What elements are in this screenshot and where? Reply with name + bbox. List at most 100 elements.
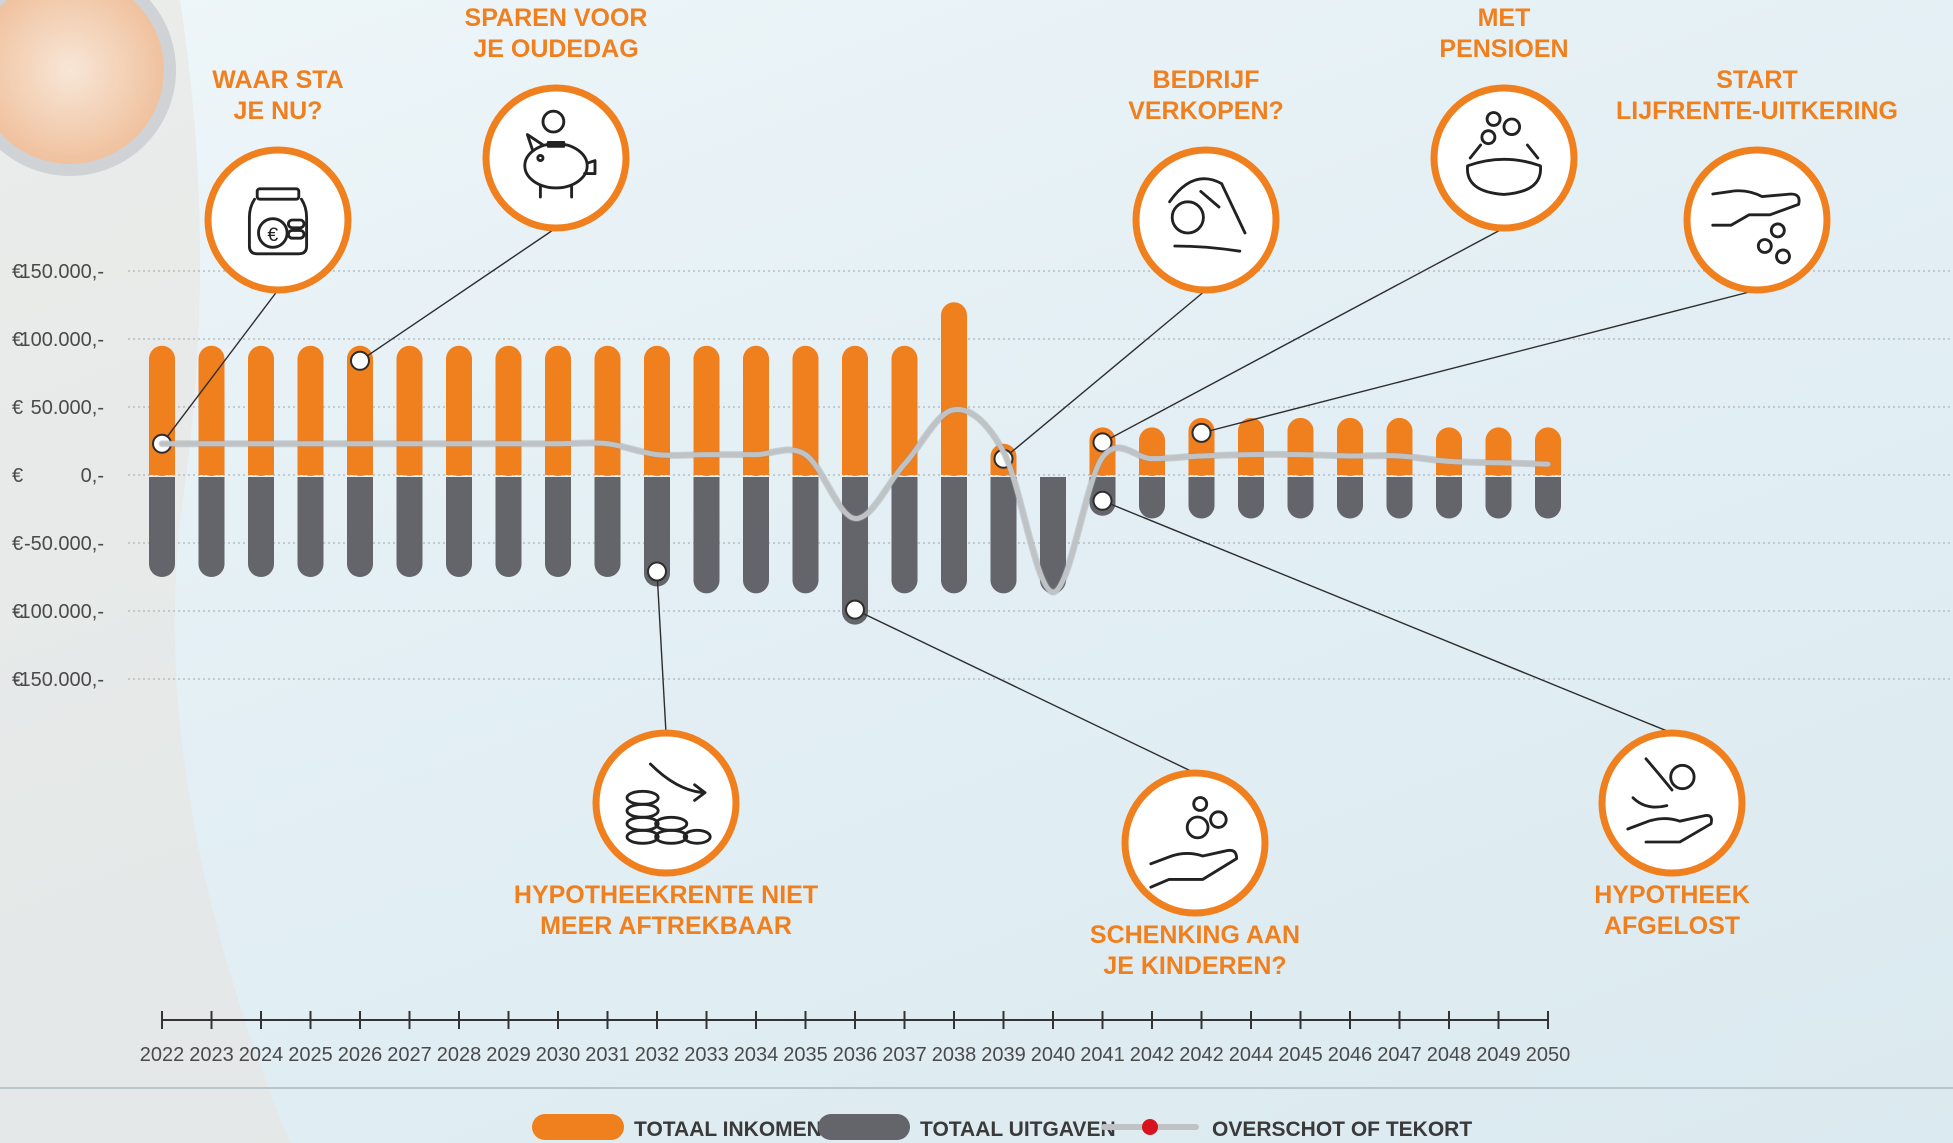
y-tick-currency: € — [12, 669, 23, 691]
legend-surplus-dot — [1142, 1119, 1158, 1135]
income-bar-base — [297, 461, 324, 475]
x-tick-label: 2028 — [437, 1044, 482, 1066]
y-tick-currency: € — [12, 397, 23, 419]
x-tick-label: 2045 — [1278, 1044, 1323, 1066]
expense-bar-base — [198, 477, 225, 491]
x-tick-label: 2022 — [140, 1044, 185, 1066]
y-tick-label: 150.000,- — [19, 261, 104, 283]
income-bar-base — [594, 461, 621, 475]
expense-bar-base — [446, 477, 472, 491]
callout-leader — [1201, 289, 1758, 434]
expense-bar-base — [1089, 477, 1116, 491]
y-tick-currency: € — [12, 329, 23, 351]
gridlines — [128, 270, 1953, 680]
x-tick-label: 2039 — [981, 1044, 1026, 1066]
x-tick-label: 2049 — [1476, 1044, 1521, 1066]
income-bar — [644, 345, 670, 476]
expense-bar-base — [594, 477, 621, 491]
expense-bar — [495, 477, 522, 577]
expense-bar-base — [1188, 477, 1215, 491]
hand-payout-icon — [1711, 189, 1801, 265]
coins-decline-icon — [625, 762, 712, 845]
callout-title-line: SPAREN VOOR — [465, 4, 648, 32]
y-tick-currency: € — [12, 601, 23, 623]
income-bar — [792, 345, 819, 476]
callout-title-line: JE OUDEDAG — [473, 35, 638, 63]
income-bar — [297, 345, 324, 476]
callout-circle — [482, 84, 630, 232]
background-decoration — [0, 0, 290, 1143]
expense-bar — [248, 477, 274, 577]
expense-bar-base — [1139, 477, 1165, 491]
income-bar-base — [743, 461, 769, 475]
callout-leader — [1003, 289, 1207, 460]
expense-bar — [941, 477, 967, 594]
expense-bar-base — [1287, 477, 1314, 491]
income-bar-base — [495, 461, 522, 475]
income-bar-base — [396, 461, 423, 475]
income-bar-base — [1188, 461, 1215, 475]
income-bar-base — [693, 461, 720, 475]
income-bar-base — [347, 461, 373, 475]
legend-expenses-label: TOTAAL UITGAVEN — [920, 1118, 1116, 1141]
callout-title-line: HYPOTHEEK — [1594, 881, 1750, 909]
callout-title-line: START — [1716, 66, 1797, 94]
callout-leaders — [152, 227, 1758, 774]
expense-bar-base — [149, 477, 175, 491]
expense-bar — [891, 477, 918, 594]
svg-text:€: € — [267, 224, 278, 246]
expense-bar-base — [693, 477, 720, 491]
legend-income-swatch — [532, 1114, 624, 1140]
income-bar — [891, 345, 918, 476]
surplus-line-path — [159, 407, 1551, 595]
expense-bar-base — [1535, 477, 1561, 491]
expense-bar-base — [644, 477, 670, 491]
x-tick-label: 2025 — [288, 1044, 333, 1066]
x-tick-label: 2032 — [635, 1044, 680, 1066]
income-bar-base — [941, 461, 967, 475]
y-tick-label: -150.000,- — [13, 669, 104, 691]
callout-leader — [1102, 227, 1505, 444]
income-bar — [248, 345, 274, 476]
purse-icon — [1466, 111, 1542, 196]
x-tick-label: 2024 — [239, 1044, 284, 1066]
expense-bar-base — [347, 477, 373, 491]
income-bar-base — [1386, 461, 1413, 475]
expense-bar-base — [792, 477, 819, 491]
y-tick-label: -50.000,- — [24, 533, 104, 555]
x-tick-label: 2035 — [783, 1044, 828, 1066]
y-tick-currency: € — [12, 533, 23, 555]
x-tick-label: 2034 — [734, 1044, 779, 1066]
expense-bar — [1040, 477, 1066, 594]
x-tick-label: 2050 — [1526, 1044, 1571, 1066]
legend: TOTAAL INKOMEN TOTAAL UITGAVEN OVERSCHOT… — [0, 1087, 1953, 1141]
callout-circle — [1683, 146, 1831, 294]
x-tick-label: 2033 — [684, 1044, 729, 1066]
callout-leader — [161, 289, 279, 445]
x-tick-label: 2040 — [1031, 1044, 1076, 1066]
income-bar-base — [446, 461, 472, 475]
expense-bar-base — [396, 477, 423, 491]
expense-bar-base — [297, 477, 324, 491]
income-bar — [842, 345, 868, 476]
callout-leader — [359, 227, 557, 362]
income-bar — [693, 345, 720, 476]
expense-bar — [446, 477, 472, 577]
x-tick-label: 2046 — [1328, 1044, 1373, 1066]
callout-anchor-dot — [647, 561, 667, 582]
bars — [149, 302, 1561, 625]
callout-circle — [1598, 729, 1746, 877]
income-bar — [495, 345, 522, 476]
income-bar — [545, 345, 571, 476]
expense-bar — [693, 477, 720, 594]
expense-bar — [743, 477, 769, 594]
expense-bar-base — [941, 477, 967, 491]
callout-title-line: BEDRIJF — [1153, 66, 1260, 94]
expense-bar — [792, 477, 819, 594]
x-tick-label: 2029 — [486, 1044, 531, 1066]
expense-bar-base — [1337, 477, 1363, 491]
expense-bar — [149, 477, 175, 577]
coin-drop-hand-icon — [1626, 757, 1713, 844]
income-bar-base — [1287, 461, 1314, 475]
x-tick-label: 2047 — [1377, 1044, 1422, 1066]
